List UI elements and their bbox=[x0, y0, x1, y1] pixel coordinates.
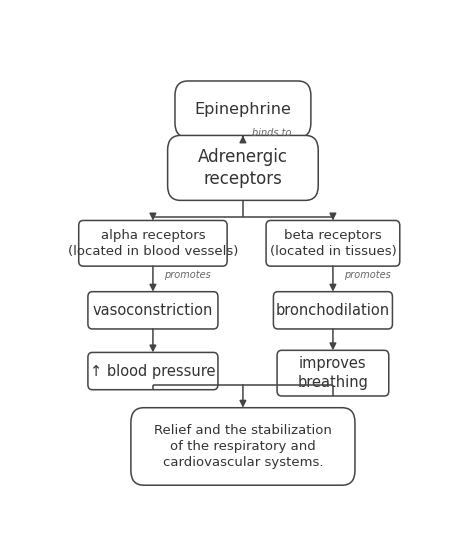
FancyBboxPatch shape bbox=[175, 81, 311, 138]
Text: Adrenergic
receptors: Adrenergic receptors bbox=[198, 148, 288, 188]
Text: ↑ blood pressure: ↑ blood pressure bbox=[90, 363, 216, 379]
Text: Epinephrine: Epinephrine bbox=[194, 102, 292, 117]
Text: bronchodilation: bronchodilation bbox=[276, 303, 390, 318]
Text: promotes: promotes bbox=[344, 270, 391, 280]
Text: promotes: promotes bbox=[164, 270, 211, 280]
Text: alpha receptors
(located in blood vessels): alpha receptors (located in blood vessel… bbox=[68, 229, 238, 258]
Text: beta receptors
(located in tissues): beta receptors (located in tissues) bbox=[270, 229, 396, 258]
FancyBboxPatch shape bbox=[266, 220, 400, 266]
Text: Relief and the stabilization
of the respiratory and
cardiovascular systems.: Relief and the stabilization of the resp… bbox=[154, 424, 332, 469]
FancyBboxPatch shape bbox=[88, 292, 218, 329]
FancyBboxPatch shape bbox=[277, 350, 389, 396]
FancyBboxPatch shape bbox=[88, 353, 218, 390]
Text: binds to: binds to bbox=[252, 128, 292, 138]
FancyBboxPatch shape bbox=[168, 135, 318, 200]
FancyBboxPatch shape bbox=[131, 407, 355, 485]
Text: vasoconstriction: vasoconstriction bbox=[93, 303, 213, 318]
Text: improves
breathing: improves breathing bbox=[298, 356, 368, 390]
FancyBboxPatch shape bbox=[79, 220, 227, 266]
FancyBboxPatch shape bbox=[273, 292, 392, 329]
